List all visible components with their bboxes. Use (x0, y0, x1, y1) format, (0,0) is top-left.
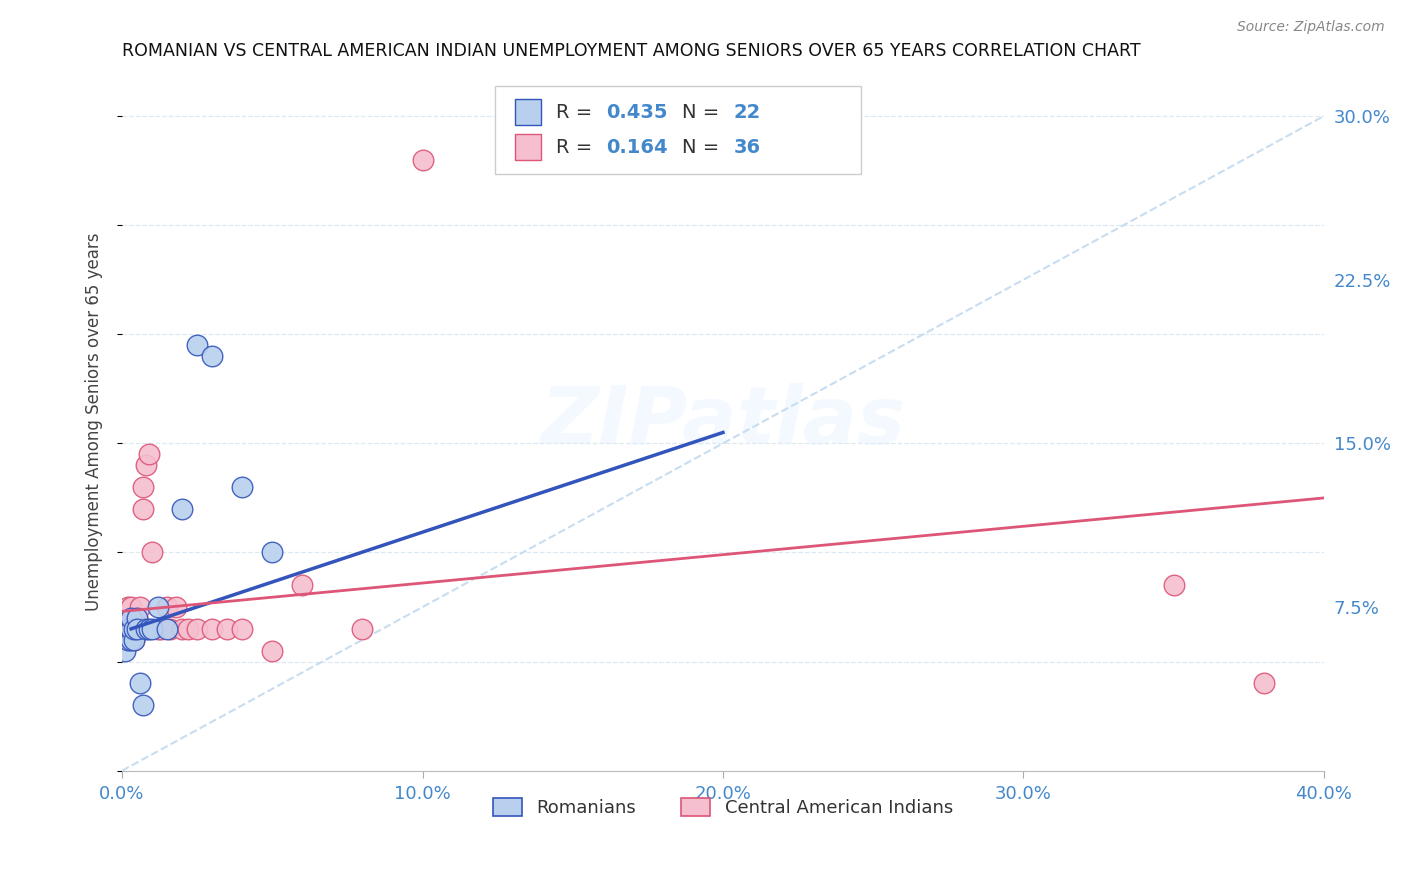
FancyBboxPatch shape (495, 87, 862, 174)
Point (114, 643, 136, 657)
Point (412, 153, 434, 167)
Point (129, 622, 152, 636)
Point (291, 578, 314, 592)
Point (217, 622, 239, 636)
Point (117, 632, 139, 647)
FancyBboxPatch shape (515, 134, 541, 161)
Point (165, 600, 187, 615)
Point (146, 600, 169, 615)
Point (122, 632, 145, 647)
Point (135, 622, 157, 636)
Legend: Romanians, Central American Indians: Romanians, Central American Indians (486, 790, 960, 824)
Point (122, 632, 145, 647)
Point (231, 480, 253, 494)
Text: 0.435: 0.435 (606, 103, 668, 121)
Point (117, 622, 139, 636)
Point (262, 643, 284, 657)
Point (1163, 578, 1185, 592)
Point (141, 622, 163, 636)
Point (156, 600, 179, 615)
Point (138, 447, 160, 461)
Point (172, 622, 194, 636)
Point (114, 622, 136, 636)
Point (201, 622, 224, 636)
Point (122, 622, 145, 636)
Point (201, 349, 224, 363)
Point (125, 622, 148, 636)
Point (120, 622, 142, 636)
Text: R =: R = (555, 137, 605, 157)
Point (125, 611, 148, 625)
Point (125, 611, 148, 625)
Point (117, 632, 139, 647)
Text: R =: R = (555, 103, 599, 121)
Point (141, 545, 163, 559)
Point (352, 622, 374, 636)
Point (117, 600, 139, 615)
Point (172, 501, 194, 516)
Point (177, 622, 200, 636)
Point (114, 611, 136, 625)
Point (186, 622, 208, 636)
Text: N =: N = (682, 137, 725, 157)
Text: ZIPatlas: ZIPatlas (540, 383, 905, 460)
Text: ROMANIAN VS CENTRAL AMERICAN INDIAN UNEMPLOYMENT AMONG SENIORS OVER 65 YEARS COR: ROMANIAN VS CENTRAL AMERICAN INDIAN UNEM… (122, 42, 1140, 60)
Point (159, 622, 181, 636)
Text: 36: 36 (734, 137, 761, 157)
Text: Source: ZipAtlas.com: Source: ZipAtlas.com (1237, 20, 1385, 34)
Text: 0.164: 0.164 (606, 137, 668, 157)
Point (120, 611, 142, 625)
Text: 22: 22 (734, 103, 761, 121)
Point (132, 501, 155, 516)
Point (120, 611, 142, 625)
Point (129, 600, 152, 615)
Point (132, 698, 155, 713)
Point (120, 600, 142, 615)
Point (262, 545, 284, 559)
Point (1253, 676, 1275, 690)
Point (135, 458, 157, 473)
Point (186, 338, 208, 352)
Y-axis label: Unemployment Among Seniors over 65 years: Unemployment Among Seniors over 65 years (86, 232, 103, 611)
Point (156, 622, 179, 636)
Point (125, 622, 148, 636)
Text: N =: N = (682, 103, 725, 121)
Point (231, 622, 253, 636)
Point (120, 632, 142, 647)
Point (132, 480, 155, 494)
Point (138, 622, 160, 636)
FancyBboxPatch shape (515, 99, 541, 126)
Point (117, 622, 139, 636)
Point (150, 622, 173, 636)
Point (120, 622, 142, 636)
Point (146, 622, 169, 636)
Point (129, 676, 152, 690)
Point (122, 622, 145, 636)
